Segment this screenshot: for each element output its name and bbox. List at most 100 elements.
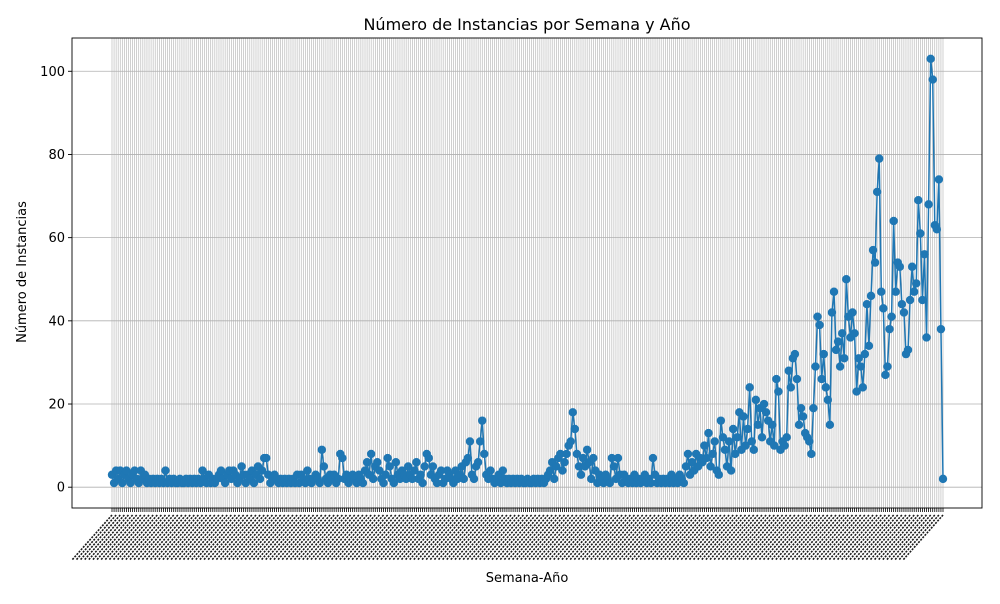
x-tick-label [651,514,693,561]
data-point [790,349,800,359]
data-point [381,470,390,479]
x-tick-label [885,514,928,561]
data-point [646,478,656,488]
data-point [910,287,919,296]
x-tick-label [569,514,611,561]
x-tick-label [256,514,298,561]
data-point [716,416,726,425]
x-tick-label [416,514,459,561]
data-point [798,412,808,421]
x-tick-label [515,514,557,561]
data-point [916,229,925,238]
x-tick-label [178,514,220,561]
data-point [811,362,820,371]
x-tick-label [577,514,619,561]
data-point [838,329,847,338]
data-point [889,216,898,226]
data-point [255,474,265,484]
x-tick-label [359,514,401,561]
x-tick-label [750,514,792,561]
x-tick-label [836,514,878,561]
x-tick-label [762,514,804,561]
x-tick-label [684,514,726,561]
x-tick-label [203,514,245,561]
data-point [317,445,327,454]
x-tick-label [351,514,393,561]
x-tick-label [832,514,874,561]
x-tick-label [235,514,278,561]
x-tick-label [614,514,656,561]
x-tick-label [404,514,446,561]
x-tick-label [523,514,566,561]
data-point [918,295,927,305]
x-tick-label [573,514,615,561]
x-tick-label [811,514,854,561]
x-tick-label [898,514,940,561]
x-tick-label [326,514,368,561]
data-point [745,383,754,392]
data-point [796,403,806,413]
data-point [334,474,343,484]
x-tick-label [643,514,685,561]
y-tick-label: 0 [57,481,65,496]
grid-layer [72,38,982,508]
data-point [858,383,867,392]
x-tick-label [507,514,549,561]
x-tick-label [252,514,294,561]
x-tick-label [260,514,302,561]
data-point [899,308,909,317]
x-tick-label [741,514,784,561]
x-tick-label [445,514,487,561]
data-point [926,54,935,63]
data-point [761,408,771,417]
x-tick-label [379,514,422,561]
data-point [827,308,837,317]
chart-title: Número de Instancias por Semana y Año [363,15,690,34]
data-point [550,474,559,484]
data-point [875,154,884,163]
x-tick-label [486,514,529,561]
data-point [920,250,929,259]
data-point [605,478,614,488]
x-tick-label [297,514,339,561]
x-tick-label [388,514,430,561]
data-point [905,295,915,305]
x-tick-label [791,514,833,561]
plot-frame [71,37,983,509]
x-tick-label [219,514,261,561]
x-tick-label [499,514,541,561]
data-point [478,416,487,425]
x-tick-label [215,514,257,561]
data-point [751,395,761,405]
x-tick-label [124,514,167,561]
data-point [914,196,923,205]
y-tick-label: 60 [48,231,65,246]
x-tick-label [902,514,944,561]
data-point [702,453,711,463]
x-tick-label [560,514,603,561]
x-tick-label [639,514,681,561]
data-point [928,75,937,84]
data-point [237,462,246,471]
data-point [720,445,730,454]
x-tick-label [112,514,154,561]
data-point [891,287,900,296]
x-tick-label [766,514,808,561]
data-point [459,474,468,484]
x-tick-label [453,514,496,561]
data-point [315,478,324,488]
x-tick-label [87,514,130,561]
x-tick-label [746,514,788,561]
x-tick-label [71,514,113,561]
x-tick-label [429,514,471,561]
x-tick-label [807,514,849,561]
data-point [815,320,824,330]
data-point [862,299,872,309]
x-tick-label [733,514,775,561]
data-point [850,329,859,338]
data-point [498,466,508,475]
x-tick-label [277,514,319,561]
x-tick-label [104,514,146,561]
data-point [848,308,857,317]
x-tick-label [367,514,409,561]
